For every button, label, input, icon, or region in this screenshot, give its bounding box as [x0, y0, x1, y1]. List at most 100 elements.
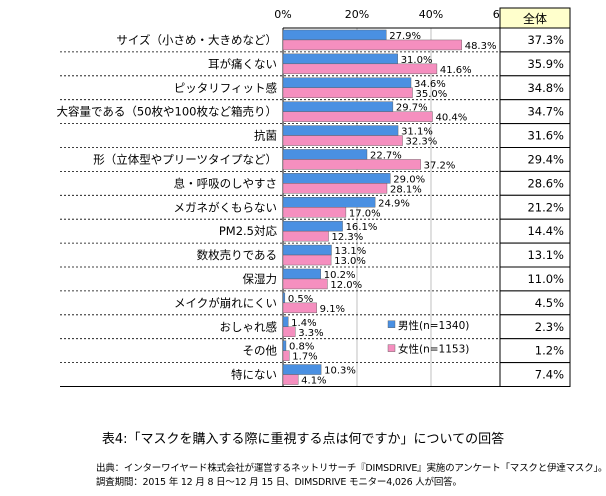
- male-value-label: 0.8%: [289, 342, 314, 353]
- category-label: サイズ（小さめ・大きめなど）: [116, 33, 277, 47]
- legend-swatch-male: [387, 320, 396, 328]
- total-cell: [499, 362, 571, 388]
- legend-label-female: 女性(n=1153): [398, 343, 469, 356]
- female-bar: [282, 374, 299, 385]
- x-tick-label: 40%: [419, 8, 443, 21]
- female-value-label: 32.3%: [406, 137, 438, 148]
- male-value-label: 0.5%: [288, 294, 313, 305]
- total-value: 35.9%: [527, 57, 564, 71]
- survey-period-line: 調査期間：2015 年 12 月 8 日～12 月 15 日、DIMSDRIVE…: [96, 477, 462, 488]
- female-value-label: 9.1%: [320, 304, 345, 315]
- male-value-label: 27.9%: [389, 31, 421, 42]
- total-value: 2.3%: [535, 320, 564, 334]
- male-bar: [282, 101, 394, 112]
- category-label: 数枚売りである: [197, 248, 277, 262]
- male-bar: [282, 53, 398, 65]
- female-bar: [282, 183, 388, 194]
- male-value-label: 24.9%: [378, 198, 410, 209]
- source-line: 出典：インターワイヤード株式会社が運営するネットリサーチ『DIMSDRIVE』実…: [96, 463, 606, 474]
- female-value-label: 12.0%: [330, 280, 362, 291]
- category-label: 形（立体型やプリーツタイプなど）: [93, 152, 277, 166]
- category-label: その他: [243, 344, 278, 358]
- female-bar: [282, 111, 433, 122]
- male-bar: [282, 220, 343, 232]
- female-value-label: 13.0%: [334, 256, 366, 267]
- total-value: 29.4%: [527, 152, 564, 166]
- total-value: 11.0%: [527, 272, 564, 286]
- category-label: 耳が痛くない: [208, 57, 277, 71]
- male-bar: [282, 197, 376, 208]
- male-value-label: 31.1%: [401, 127, 433, 138]
- total-value: 13.1%: [527, 248, 564, 262]
- category-label: メイクが崩れにくい: [174, 296, 277, 310]
- chart-caption: 表4:「マスクを購入する際に重視する点は何ですか」についての回答: [101, 432, 505, 447]
- total-value: 37.3%: [527, 33, 564, 47]
- female-value-label: 12.3%: [332, 232, 364, 243]
- male-bar: [282, 173, 391, 184]
- female-value-label: 40.4%: [435, 113, 467, 124]
- male-bar: [282, 149, 368, 160]
- female-bar: [282, 159, 421, 170]
- legend-swatch-female: [387, 344, 396, 352]
- female-value-label: 28.1%: [390, 184, 422, 195]
- male-bar: [282, 29, 387, 41]
- female-bar: [282, 135, 403, 146]
- category-label: 抗菌: [254, 129, 277, 143]
- bar-chart: 0%20%40%60%全体サイズ（小さめ・大きめなど）27.9%48.3%37.…: [57, 7, 571, 388]
- male-bar: [282, 316, 289, 327]
- male-value-label: 10.3%: [324, 366, 356, 377]
- male-value-label: 22.7%: [370, 150, 402, 161]
- total-value: 1.2%: [535, 344, 564, 358]
- total-value: 34.7%: [527, 105, 564, 119]
- total-value: 34.8%: [527, 81, 564, 95]
- female-value-label: 3.3%: [298, 328, 323, 339]
- category-label: 息・呼吸のしやすさ: [174, 176, 277, 190]
- female-value-label: 37.2%: [424, 160, 456, 171]
- female-value-label: 48.3%: [465, 41, 497, 52]
- male-bar: [282, 268, 321, 280]
- male-value-label: 29.0%: [393, 174, 425, 185]
- male-value-label: 29.7%: [396, 103, 428, 114]
- female-bar: [282, 254, 332, 266]
- total-value: 4.5%: [535, 296, 564, 310]
- category-label: ピッタリフィット感: [174, 81, 277, 95]
- total-value: 7.4%: [535, 368, 564, 382]
- category-label: おしゃれ感: [220, 320, 278, 334]
- male-bar: [282, 244, 332, 256]
- male-value-label: 16.1%: [346, 222, 378, 233]
- male-value-label: 34.6%: [414, 79, 446, 90]
- male-bar: [282, 77, 412, 88]
- female-bar: [282, 87, 413, 98]
- male-bar: [282, 340, 287, 351]
- female-value-label: 4.1%: [301, 376, 326, 387]
- total-value: 14.4%: [527, 224, 564, 238]
- male-bar: [282, 292, 286, 304]
- female-bar: [282, 326, 296, 337]
- female-bar: [282, 230, 329, 242]
- total-value: 21.2%: [527, 200, 564, 214]
- category-label: メガネがくもらない: [174, 200, 278, 214]
- female-bar: [282, 278, 328, 290]
- legend-label-male: 男性(n=1340): [398, 319, 469, 332]
- male-value-label: 31.0%: [401, 55, 433, 66]
- female-bar: [282, 207, 347, 218]
- female-value-label: 17.0%: [349, 208, 381, 219]
- male-bar: [282, 364, 322, 375]
- category-label: 大容量である（50枚や100枚など箱売り）: [57, 105, 277, 119]
- female-bar: [282, 63, 438, 75]
- male-bar: [282, 125, 399, 136]
- category-label: 保湿力: [243, 272, 278, 286]
- male-value-label: 10.2%: [324, 270, 356, 281]
- female-bar: [282, 302, 317, 314]
- female-bar: [282, 39, 462, 51]
- category-label: 特にない: [231, 368, 277, 382]
- female-value-label: 41.6%: [440, 65, 472, 76]
- male-value-label: 13.1%: [334, 246, 366, 257]
- male-value-label: 1.4%: [291, 318, 316, 329]
- total-value: 31.6%: [527, 129, 564, 143]
- x-tick-label: 0%: [274, 8, 291, 21]
- x-tick-label: 20%: [345, 8, 369, 21]
- total-header-label: 全体: [523, 11, 547, 26]
- female-bar: [282, 350, 290, 361]
- total-value: 28.6%: [527, 176, 564, 190]
